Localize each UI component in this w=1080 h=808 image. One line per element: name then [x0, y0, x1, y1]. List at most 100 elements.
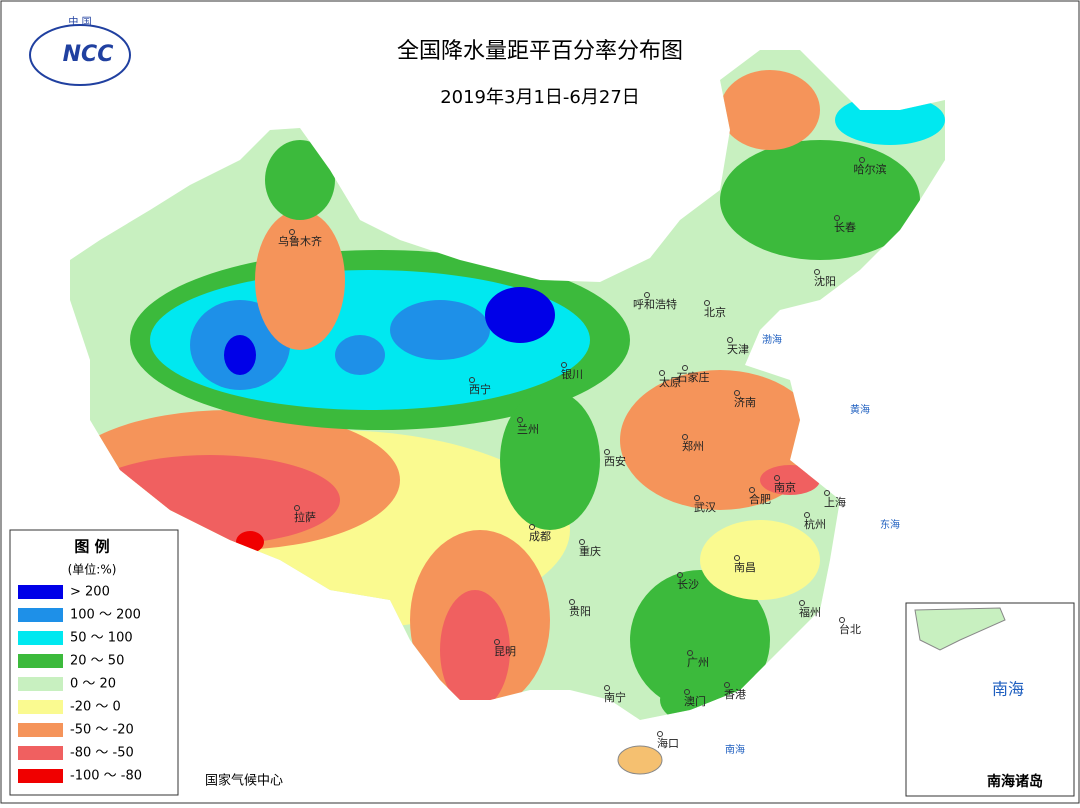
city-dot	[569, 599, 575, 605]
inset-title: 南海诸岛	[987, 773, 1043, 790]
legend-swatch	[18, 654, 63, 668]
city-dot	[694, 495, 700, 501]
city-label: 海口	[657, 736, 679, 750]
city-dot	[644, 292, 650, 298]
city-label: 银川	[561, 367, 583, 381]
legend-swatch	[18, 700, 63, 714]
city-label: 香港	[724, 688, 746, 701]
legend-label: -50 ～ -20	[70, 723, 134, 738]
city-label: 南宁	[604, 690, 626, 704]
inset: 南海 南海诸岛	[905, 602, 1075, 797]
city-label: 武汉	[694, 501, 716, 514]
city-dot	[684, 689, 690, 695]
city-dot	[799, 600, 805, 606]
city-label: 乌鲁木齐	[278, 234, 322, 248]
sea-label: 东海	[880, 518, 900, 531]
sea-label: 南海	[725, 743, 745, 756]
city-label: 长春	[834, 221, 856, 234]
city-dot	[682, 365, 688, 371]
legend-label: -100 ～ -80	[70, 769, 142, 784]
city-label: 上海	[824, 495, 846, 509]
city-label: 长沙	[677, 578, 699, 591]
city-dot	[804, 512, 810, 518]
city-label: 郑州	[682, 439, 704, 453]
sea-label: 黄海	[850, 403, 870, 416]
city-label: 石家庄	[677, 370, 710, 384]
legend-swatch	[18, 608, 63, 622]
city-dot	[579, 539, 585, 545]
legend-swatch	[18, 585, 63, 599]
city-dot	[834, 215, 840, 221]
city-label: 贵阳	[569, 605, 591, 618]
city-label: 合肥	[749, 492, 771, 506]
city-dot	[294, 505, 300, 511]
legend-label: 0 ～ 20	[70, 677, 116, 692]
city-dot	[727, 337, 733, 343]
city-dot	[734, 390, 740, 396]
legend-unit: (单位:%)	[68, 562, 117, 577]
city-label: 南京	[774, 480, 796, 494]
legend-label: > 200	[70, 585, 110, 600]
city-label: 西安	[604, 454, 626, 468]
city-dot	[657, 731, 663, 737]
city-label: 澳门	[684, 694, 706, 708]
city-dot	[469, 377, 475, 383]
logo: 中 国 NCC	[29, 15, 131, 86]
legend-label: -80 ～ -50	[70, 746, 134, 761]
city-dot	[824, 490, 830, 496]
legend-swatch	[18, 631, 63, 645]
city-label: 济南	[734, 395, 756, 409]
city-label: 广州	[687, 656, 709, 669]
city-dot	[604, 685, 610, 691]
city-dot	[289, 229, 295, 235]
legend: 图 例 (单位:%) > 200 100 ～ 200 50 ～ 100 20 ～ 50…	[9, 529, 179, 796]
city-label: 太原	[659, 376, 681, 389]
legend-swatch	[18, 677, 63, 691]
city-label: 哈尔滨	[854, 162, 887, 176]
hainan	[617, 745, 663, 775]
legend-title: 图 例	[74, 538, 109, 556]
city-label: 西宁	[469, 382, 491, 396]
legend-label: -20 ～ 0	[70, 700, 121, 715]
legend-swatch	[18, 769, 63, 783]
city-dot	[682, 434, 688, 440]
city-dot	[734, 555, 740, 561]
city-label: 南昌	[734, 561, 756, 574]
city-label: 重庆	[579, 544, 601, 558]
city-label: 昆明	[494, 645, 516, 658]
city-dot	[529, 524, 535, 530]
city-label: 兰州	[517, 423, 539, 436]
city-label: 成都	[529, 530, 551, 543]
city-dot	[774, 475, 780, 481]
city-dot	[517, 417, 523, 423]
city-dot	[724, 682, 730, 688]
city-label: 天津	[727, 343, 749, 356]
legend-swatch	[18, 723, 63, 737]
legend-label: 20 ～ 50	[70, 654, 124, 669]
city-label: 杭州	[804, 517, 826, 531]
city-dot	[859, 157, 865, 163]
city-dot	[749, 487, 755, 493]
city-dot	[839, 617, 845, 623]
legend-swatch	[18, 746, 63, 760]
subtitle: 2019年3月1日-6月27日	[440, 87, 640, 108]
city-label: 台北	[839, 622, 861, 636]
logo-top: 中 国	[68, 15, 91, 28]
city-label: 沈阳	[814, 274, 836, 288]
city-dot	[659, 370, 665, 376]
city-dot	[814, 269, 820, 275]
credit: 国家气候中心	[205, 773, 283, 789]
city-dot	[677, 572, 683, 578]
city-dot	[494, 639, 500, 645]
title: 全国降水量距平百分率分布图	[397, 39, 683, 64]
city-dot	[561, 362, 567, 368]
city-label: 福州	[799, 605, 821, 619]
city-label: 北京	[704, 305, 726, 319]
inset-sea: 南海	[992, 680, 1024, 699]
city-label: 拉萨	[294, 510, 316, 524]
city-dot	[704, 300, 710, 306]
city-label: 呼和浩特	[633, 297, 677, 311]
